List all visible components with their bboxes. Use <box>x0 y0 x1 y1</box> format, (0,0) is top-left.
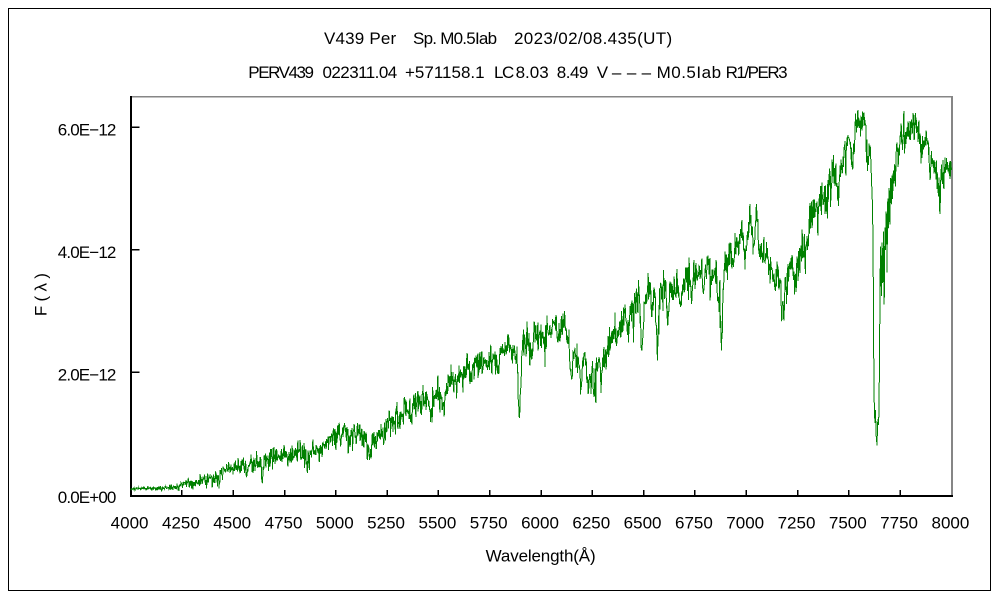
svg-text:6.0E−12: 6.0E−12 <box>58 121 116 140</box>
svg-text:6250: 6250 <box>572 514 610 533</box>
svg-text:7750: 7750 <box>880 514 918 533</box>
svg-text:Sp. M0.5Iab: Sp. M0.5Iab <box>413 29 497 48</box>
svg-text:V: V <box>597 63 609 82</box>
svg-text:2.0E−12: 2.0E−12 <box>58 366 116 385</box>
svg-text:4250: 4250 <box>162 514 200 533</box>
svg-text:5250: 5250 <box>367 514 405 533</box>
svg-text:–: – <box>627 63 637 82</box>
svg-text:4500: 4500 <box>213 514 251 533</box>
svg-text:V439 Per: V439 Per <box>324 29 396 48</box>
svg-text:LC: LC <box>494 63 514 82</box>
svg-text:2023/02/08.435(UT): 2023/02/08.435(UT) <box>514 29 672 48</box>
svg-text:8.49: 8.49 <box>557 63 588 82</box>
svg-text:5000: 5000 <box>316 514 354 533</box>
svg-text:4.0E−12: 4.0E−12 <box>58 243 116 262</box>
svg-text:–: – <box>642 63 652 82</box>
svg-text:Wavelength(Å): Wavelength(Å) <box>486 547 596 566</box>
svg-text:8000: 8000 <box>931 514 969 533</box>
svg-text:–: – <box>612 63 622 82</box>
svg-text:F(λ): F(λ) <box>32 269 51 316</box>
svg-text:5500: 5500 <box>418 514 456 533</box>
svg-text:6500: 6500 <box>624 514 662 533</box>
svg-text:0.0E+00: 0.0E+00 <box>58 488 116 507</box>
svg-text:PERV439: PERV439 <box>248 63 313 82</box>
svg-text:M0.5Iab: M0.5Iab <box>657 63 722 82</box>
svg-text:4750: 4750 <box>265 514 303 533</box>
svg-text:7500: 7500 <box>829 514 867 533</box>
svg-text:7000: 7000 <box>726 514 764 533</box>
svg-text:6000: 6000 <box>521 514 559 533</box>
svg-text:8.03: 8.03 <box>516 63 549 82</box>
svg-text:7250: 7250 <box>778 514 816 533</box>
svg-text:022311.04: 022311.04 <box>323 63 397 82</box>
svg-text:6750: 6750 <box>675 514 713 533</box>
svg-text:5750: 5750 <box>470 514 508 533</box>
svg-text:+571158.1: +571158.1 <box>405 63 485 82</box>
svg-text:R1/PER3: R1/PER3 <box>726 63 788 82</box>
svg-text:4000: 4000 <box>111 514 149 533</box>
